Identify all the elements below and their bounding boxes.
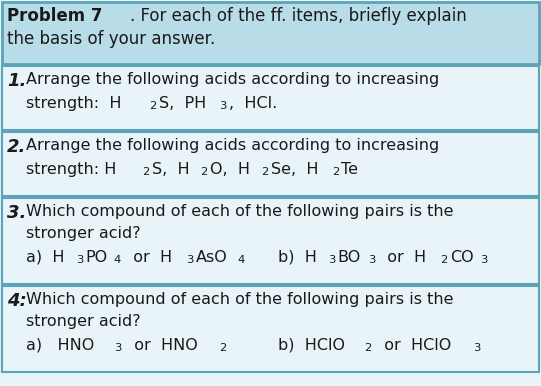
Text: 2: 2 [219, 343, 226, 353]
Text: Se,  H: Se, H [271, 162, 318, 177]
Text: 3: 3 [76, 255, 83, 265]
FancyBboxPatch shape [2, 2, 539, 64]
Text: or  HNO: or HNO [123, 338, 197, 353]
Text: a)   HNO: a) HNO [26, 338, 94, 353]
Text: Which compound of each of the following pairs is the: Which compound of each of the following … [26, 292, 453, 307]
Text: 4: 4 [114, 255, 121, 265]
Text: strength: H: strength: H [26, 162, 116, 177]
Text: 2: 2 [149, 101, 156, 111]
Text: or  HClO: or HClO [374, 338, 451, 353]
Text: PO: PO [85, 250, 107, 265]
Text: 2: 2 [365, 343, 372, 353]
Text: 3: 3 [328, 255, 335, 265]
Text: Te: Te [341, 162, 359, 177]
Text: or  H: or H [123, 250, 172, 265]
Text: 4:: 4: [7, 292, 27, 310]
Text: O,  H: O, H [210, 162, 250, 177]
Text: 3.: 3. [7, 204, 27, 222]
Text: Problem 7: Problem 7 [7, 7, 102, 25]
Text: 2: 2 [201, 167, 208, 177]
Text: Arrange the following acids according to increasing: Arrange the following acids according to… [26, 72, 439, 87]
Text: 2: 2 [261, 167, 269, 177]
Text: AsO: AsO [196, 250, 228, 265]
Text: Which compound of each of the following pairs is the: Which compound of each of the following … [26, 204, 453, 219]
Text: b)  HClO: b) HClO [278, 338, 345, 353]
FancyBboxPatch shape [2, 286, 539, 372]
Text: stronger acid?: stronger acid? [26, 226, 141, 241]
Text: 1.: 1. [7, 72, 27, 90]
Text: . For each of the ff. items, briefly explain: . For each of the ff. items, briefly exp… [130, 7, 467, 25]
Text: 3: 3 [473, 343, 481, 353]
Text: 3: 3 [368, 255, 375, 265]
Text: 3: 3 [220, 101, 227, 111]
Text: a)  H: a) H [26, 250, 64, 265]
Text: 3: 3 [114, 343, 121, 353]
Text: 2.: 2. [7, 138, 27, 156]
Text: ,  HCl.: , HCl. [229, 96, 278, 111]
Text: BO: BO [338, 250, 361, 265]
FancyBboxPatch shape [2, 132, 539, 196]
Text: 3: 3 [480, 255, 488, 265]
Text: 4: 4 [237, 255, 244, 265]
Text: 3: 3 [187, 255, 194, 265]
Text: 2: 2 [440, 255, 448, 265]
Text: Arrange the following acids according to increasing: Arrange the following acids according to… [26, 138, 439, 153]
Text: the basis of your answer.: the basis of your answer. [7, 30, 215, 48]
Text: 2: 2 [332, 167, 339, 177]
Text: CO: CO [450, 250, 473, 265]
FancyBboxPatch shape [2, 66, 539, 130]
Text: or  H: or H [377, 250, 426, 265]
Text: S,  H: S, H [152, 162, 189, 177]
Text: S,  PH: S, PH [159, 96, 206, 111]
Text: b)  H: b) H [278, 250, 317, 265]
FancyBboxPatch shape [2, 198, 539, 284]
Text: stronger acid?: stronger acid? [26, 314, 141, 329]
Text: 2: 2 [143, 167, 150, 177]
Text: strength:  H: strength: H [26, 96, 122, 111]
